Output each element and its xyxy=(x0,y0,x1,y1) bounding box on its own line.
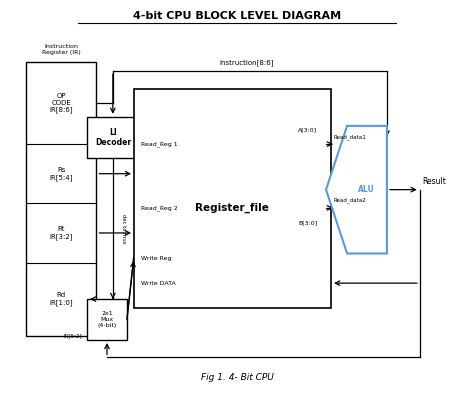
Text: Write Reg: Write Reg xyxy=(141,255,172,261)
Text: Rs
IR[5:4]: Rs IR[5:4] xyxy=(50,167,73,181)
Text: Instruction
Register (IR): Instruction Register (IR) xyxy=(42,44,81,55)
Text: LI
Decoder: LI Decoder xyxy=(95,128,131,147)
FancyBboxPatch shape xyxy=(134,89,331,308)
Text: 2x1
Mux
(4-bit): 2x1 Mux (4-bit) xyxy=(97,311,117,328)
Text: Fig 1. 4- Bit CPU: Fig 1. 4- Bit CPU xyxy=(201,373,273,382)
Text: dec to mux: dec to mux xyxy=(121,213,126,243)
Polygon shape xyxy=(326,126,387,253)
Text: Read_Reg 2: Read_Reg 2 xyxy=(141,205,178,211)
Text: Read_Reg 1: Read_Reg 1 xyxy=(141,141,178,147)
Text: OP
CODE
IR[8:6]: OP CODE IR[8:6] xyxy=(49,93,73,114)
Text: Register_file: Register_file xyxy=(195,203,269,213)
Text: IR[5:2]: IR[5:2] xyxy=(64,333,82,338)
FancyBboxPatch shape xyxy=(87,299,127,340)
Text: 4-bit CPU BLOCK LEVEL DIAGRAM: 4-bit CPU BLOCK LEVEL DIAGRAM xyxy=(133,11,341,22)
Text: Write DATA: Write DATA xyxy=(141,281,176,286)
FancyBboxPatch shape xyxy=(26,62,97,336)
Text: Read_data1: Read_data1 xyxy=(333,134,366,140)
Text: B[3:0]: B[3:0] xyxy=(298,220,317,225)
FancyBboxPatch shape xyxy=(87,117,138,158)
Text: A[3:0]: A[3:0] xyxy=(298,128,317,133)
Text: Read_data2: Read_data2 xyxy=(333,198,366,203)
Text: Instruction[8:6]: Instruction[8:6] xyxy=(219,59,273,66)
Text: Result: Result xyxy=(422,177,446,186)
Text: Rt
IR[3:2]: Rt IR[3:2] xyxy=(50,226,73,240)
Text: Rd
IR[1:0]: Rd IR[1:0] xyxy=(49,292,73,306)
Text: ALU: ALU xyxy=(358,185,375,194)
